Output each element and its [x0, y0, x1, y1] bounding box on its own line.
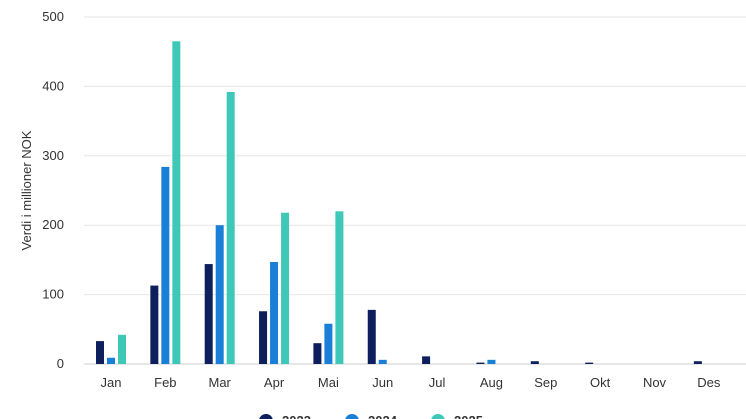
- y-tick-label: 200: [42, 217, 64, 232]
- y-axis-title: Verdi i millioner NOK: [19, 130, 34, 250]
- y-tick-label: 300: [42, 148, 64, 163]
- y-tick-label: 0: [57, 356, 64, 371]
- bar: [281, 212, 290, 364]
- bar: [422, 356, 431, 364]
- bar: [313, 343, 322, 364]
- bar: [172, 41, 181, 364]
- bar: [270, 261, 279, 364]
- bar: [367, 309, 376, 364]
- x-tick-label: Jan: [101, 375, 122, 390]
- y-tick-label: 500: [42, 9, 64, 24]
- legend-label: 2024: [368, 413, 398, 419]
- bar: [161, 166, 170, 364]
- bar: [476, 362, 485, 364]
- legend: 2023 2024 2025: [259, 413, 483, 419]
- gridlines: [84, 16, 746, 365]
- x-tick-label: Okt: [590, 375, 611, 390]
- y-tick-label: 400: [42, 78, 64, 93]
- x-axis-ticks: Jan Feb Mar Apr Mai Jun Jul Aug Sep Okt Nov Des: [101, 375, 721, 390]
- bar: [204, 264, 213, 364]
- x-tick-label: Mar: [209, 375, 232, 390]
- bar: [150, 285, 159, 364]
- legend-marker: [431, 414, 445, 419]
- x-tick-label: Aug: [480, 375, 503, 390]
- bar: [118, 334, 126, 364]
- legend-label: 2023: [282, 413, 311, 419]
- bar: [215, 225, 224, 364]
- x-tick-label: Feb: [154, 375, 176, 390]
- bar: [530, 361, 539, 364]
- legend-marker: [345, 414, 359, 419]
- bar: [378, 359, 387, 364]
- x-tick-label: Jul: [429, 375, 446, 390]
- legend-label: 2025: [454, 413, 483, 419]
- bar: [487, 359, 496, 364]
- x-tick-label: Jun: [372, 375, 393, 390]
- y-tick-label: 100: [42, 287, 64, 302]
- x-tick-label: Mai: [318, 375, 339, 390]
- bar: [107, 357, 115, 364]
- x-tick-label: Sep: [534, 375, 557, 390]
- bar: [335, 211, 344, 364]
- x-tick-label: Des: [697, 375, 721, 390]
- y-axis-ticks: 0 100 200 300 400 500: [42, 9, 64, 371]
- bar: [96, 341, 104, 364]
- bar: [324, 323, 333, 364]
- bar: [693, 361, 702, 364]
- bar: [259, 311, 268, 364]
- bar: [226, 91, 235, 365]
- x-tick-label: Nov: [643, 375, 667, 390]
- bar: [585, 362, 594, 364]
- bars: [96, 41, 702, 365]
- x-tick-label: Apr: [264, 375, 285, 390]
- legend-marker: [259, 414, 273, 419]
